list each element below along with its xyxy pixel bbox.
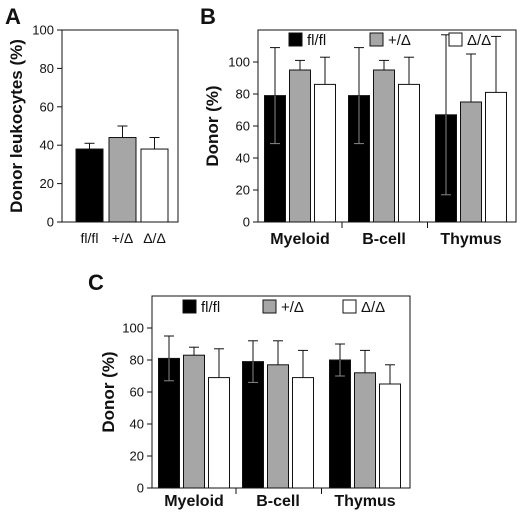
- legend-swatch-fl-fl: [288, 32, 303, 47]
- y-tick-label: 0: [137, 481, 144, 496]
- bar-het: [267, 364, 289, 489]
- y-tick-label: 60: [40, 99, 54, 114]
- bar-null: [292, 377, 314, 489]
- y-tick-label: 60: [130, 385, 144, 400]
- bar-null: [485, 91, 507, 223]
- panel-letter-b: B: [200, 4, 216, 29]
- bar-het: [183, 354, 205, 489]
- x-category-label: Δ/Δ: [143, 230, 166, 246]
- bar-het: [289, 69, 311, 223]
- y-tick-label: 40: [40, 138, 54, 153]
- bar-null: [314, 83, 336, 223]
- bar-null: [379, 383, 401, 489]
- y-tick-label: 0: [47, 215, 54, 230]
- bar-fl-fl: [329, 359, 351, 489]
- x-category-label: B-cell: [256, 493, 300, 510]
- y-tick-label: 40: [130, 417, 144, 432]
- legend-swatch-fl-fl: [182, 299, 197, 314]
- x-category-label: Thymus: [440, 231, 501, 248]
- legend-swatch-het: [369, 32, 384, 47]
- x-category-label: +/Δ: [112, 230, 133, 246]
- y-tick-label: 60: [236, 119, 250, 134]
- bar-het: [354, 372, 376, 489]
- x-category-label: Myeloid: [164, 493, 224, 510]
- legend-label: fl/fl: [201, 299, 220, 316]
- y-tick-label: 80: [40, 61, 54, 76]
- bar-null: [140, 148, 169, 223]
- y-axis-title: Donor (%): [203, 85, 222, 166]
- bar-het: [460, 101, 482, 223]
- x-category-label: fl/fl: [81, 230, 99, 246]
- legend-swatch-null: [448, 32, 463, 47]
- y-axis-title: Donor leukocytes (%): [7, 39, 26, 213]
- bar-fl-fl: [75, 148, 104, 223]
- bar-null: [208, 377, 230, 489]
- y-tick-label: 100: [122, 321, 144, 336]
- bar-het: [373, 69, 395, 223]
- y-tick-label: 100: [32, 23, 54, 38]
- legend-label: +/Δ: [388, 32, 411, 49]
- legend-label: Δ/Δ: [361, 299, 385, 316]
- legend-label: Δ/Δ: [467, 32, 491, 49]
- y-tick-label: 0: [243, 215, 250, 230]
- x-category-label: Thymus: [334, 493, 395, 510]
- x-category-label: Myeloid: [270, 231, 330, 248]
- bar-het: [108, 137, 137, 223]
- y-axis-title: Donor (%): [99, 351, 118, 432]
- bar-null: [398, 83, 420, 223]
- panel-letter-c: C: [88, 270, 104, 295]
- x-category-label: B-cell: [362, 231, 406, 248]
- y-tick-label: 40: [236, 151, 250, 166]
- y-tick-label: 80: [130, 353, 144, 368]
- legend-label: fl/fl: [307, 32, 326, 49]
- y-tick-label: 20: [130, 449, 144, 464]
- legend-label: +/Δ: [281, 299, 304, 316]
- y-tick-label: 100: [228, 55, 250, 70]
- y-tick-label: 20: [236, 183, 250, 198]
- y-tick-label: 80: [236, 87, 250, 102]
- y-tick-label: 20: [40, 176, 54, 191]
- panel-letter-a: A: [5, 4, 21, 29]
- legend-swatch-null: [342, 299, 357, 314]
- legend-swatch-het: [262, 299, 277, 314]
